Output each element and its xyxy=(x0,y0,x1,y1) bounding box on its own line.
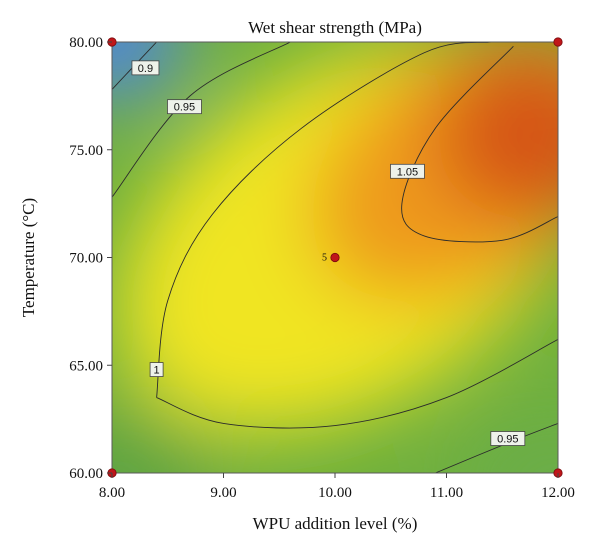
chart-title: Wet shear strength (MPa) xyxy=(248,18,422,37)
x-axis-title: WPU addition level (%) xyxy=(253,514,418,533)
contour-line-1-2 xyxy=(156,42,492,398)
contour-label-text: 0.9 xyxy=(138,63,153,75)
y-axis-title: Temperature (°C) xyxy=(19,198,38,317)
contour-label-box xyxy=(490,431,526,446)
x-axis-ticks: 8.00 9.00 10.00 11.00 12.00 xyxy=(99,473,575,501)
x-tick-label: 10.00 xyxy=(318,485,352,501)
contour-label-box xyxy=(390,163,425,179)
contour-label-box xyxy=(167,99,202,115)
y-tick-label: 70.00 xyxy=(69,251,103,267)
y-tick-label: 60.00 xyxy=(69,466,103,482)
design-point-label: 5 xyxy=(322,253,327,264)
contour-label-2: 1 xyxy=(149,362,164,377)
x-tick-label: 9.00 xyxy=(210,485,236,501)
contour-line-1_05-5 xyxy=(401,45,558,243)
contour-label-text: 0.95 xyxy=(174,102,195,114)
y-tick-label: 65.00 xyxy=(69,358,103,374)
contour-labels: 0.9 0.95 1 0.95 1.05 xyxy=(131,60,526,446)
surface-red-peak xyxy=(435,50,558,220)
design-point-4 xyxy=(330,252,340,263)
y-tick-label: 75.00 xyxy=(69,143,103,159)
y-tick-label: 80.00 xyxy=(69,35,103,51)
contour-label-text: 1.05 xyxy=(397,166,418,178)
contour-label-text: 0.95 xyxy=(497,434,518,446)
x-tick-label: 8.00 xyxy=(99,485,125,501)
y-axis-ticks: 60.00 65.00 70.00 75.00 80.00 xyxy=(69,35,112,482)
x-tick-label: 12.00 xyxy=(541,485,575,501)
x-tick-label: 11.00 xyxy=(430,485,463,501)
contour-label-box xyxy=(131,60,160,76)
contour-label-0: 0.9 xyxy=(131,60,160,76)
contour-label-1: 0.95 xyxy=(167,99,202,115)
design-point-3 xyxy=(553,37,563,47)
contour-line-1-3 xyxy=(156,338,558,429)
contour-label-box xyxy=(149,362,164,377)
contour-label-4: 0.95 xyxy=(490,431,526,446)
surface-low-corner-bottom-left xyxy=(112,410,215,473)
contour-line-0_95-1 xyxy=(112,42,291,198)
contour-label-5: 1.05 xyxy=(390,163,425,179)
surface-low-corner-bottom-right xyxy=(460,425,558,473)
contour-label-text: 1 xyxy=(154,365,160,377)
